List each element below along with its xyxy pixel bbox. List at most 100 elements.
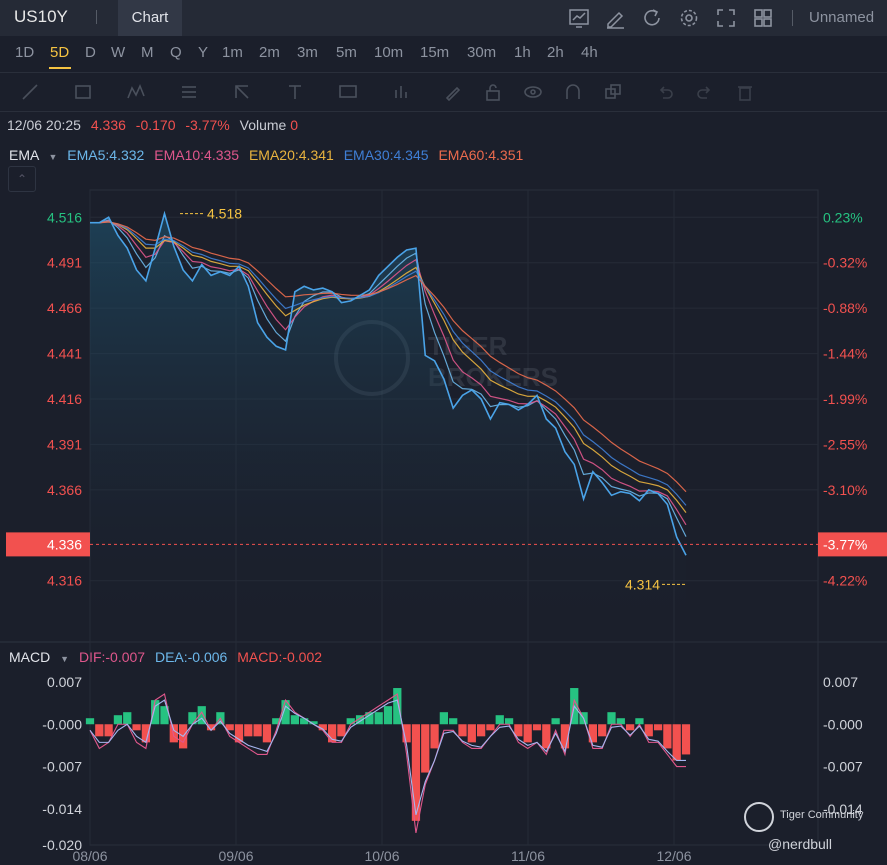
fib-tool-icon[interactable] <box>179 82 199 102</box>
divider <box>792 10 793 26</box>
top-bar: US10Y Chart Unnamed <box>0 0 887 36</box>
interval-10m[interactable]: 10m <box>374 44 404 61</box>
trash-icon[interactable] <box>735 82 755 102</box>
pct-tick-label: -4.22% <box>823 573 867 589</box>
pct-tick-label: -2.55% <box>823 436 867 452</box>
chevron-down-icon[interactable]: ▼ <box>48 152 58 162</box>
undo-icon[interactable] <box>655 82 675 102</box>
pct-tick-label: 0.23% <box>823 209 863 225</box>
macd-bar <box>234 724 244 743</box>
macd-bar <box>504 718 514 725</box>
interval-30m[interactable]: 30m <box>467 44 497 61</box>
watermark-line2: BROKERS <box>428 362 558 392</box>
tab-chart[interactable]: Chart <box>118 0 182 36</box>
macd-bar <box>439 712 449 725</box>
line-tool-icon[interactable] <box>20 82 40 102</box>
layout-name[interactable]: Unnamed <box>809 9 875 26</box>
interval-2h[interactable]: 2h <box>547 44 564 61</box>
rectangle-tool-icon[interactable] <box>73 82 93 102</box>
macd-bar <box>151 700 160 725</box>
macd-bar <box>327 724 337 743</box>
ema-label[interactable]: EMA <box>9 147 39 163</box>
macd-bar <box>290 715 300 725</box>
indicator-icon[interactable] <box>568 7 590 29</box>
eye-icon[interactable] <box>523 82 543 102</box>
interval-d[interactable]: D <box>85 44 96 61</box>
ema60-value: EMA60:4.351 <box>438 147 524 163</box>
collapse-legend-button[interactable]: ⌃ <box>8 166 36 192</box>
interval-q[interactable]: Q <box>170 44 182 61</box>
magnet-icon[interactable] <box>563 82 583 102</box>
macd-y-tick-label: -0.014 <box>42 801 82 817</box>
text-tool-icon[interactable] <box>285 82 305 102</box>
interval-m[interactable]: M <box>141 44 154 61</box>
copy-icon[interactable] <box>603 82 623 102</box>
macd-bar <box>644 724 653 737</box>
interval-1m[interactable]: 1m <box>222 44 243 61</box>
quote-change: -0.170 <box>135 117 176 133</box>
fullscreen-icon[interactable] <box>715 7 737 29</box>
community-handle: @nerdbull <box>768 836 833 852</box>
macd-bar <box>95 724 104 737</box>
price-area-fill <box>90 213 686 642</box>
pct-tick-label: -1.44% <box>823 346 867 362</box>
interval-1h[interactable]: 1h <box>514 44 531 61</box>
pencil-icon[interactable] <box>443 82 463 102</box>
macd-bar <box>253 724 262 737</box>
macd-bar <box>635 718 644 725</box>
macd-bar <box>560 724 570 749</box>
macd-bar <box>85 718 95 725</box>
refresh-icon[interactable] <box>641 7 663 29</box>
annotation-tool-icon[interactable] <box>338 82 358 102</box>
macd-line-dea <box>89 699 686 815</box>
interval-y[interactable]: Y <box>198 44 209 61</box>
macd-bar <box>374 712 383 725</box>
macd-bar <box>653 724 663 731</box>
x-tick-label: 10/06 <box>364 848 399 864</box>
macd-bar <box>113 715 123 725</box>
macd-bar <box>542 724 551 749</box>
markers: 4.518 4.314 4.336 -3.77% <box>6 206 887 592</box>
symbol-title[interactable]: US10Y <box>14 7 68 26</box>
lock-icon[interactable] <box>483 82 503 102</box>
dea-value: DEA:-0.006 <box>154 649 228 665</box>
ema-line-0 <box>90 219 687 537</box>
macd-bar <box>197 706 206 725</box>
interval-4h[interactable]: 4h <box>581 44 598 61</box>
chevron-down-icon[interactable]: ▼ <box>60 654 70 664</box>
community-brand: Tiger Community <box>780 809 864 821</box>
interval-15m[interactable]: 15m <box>420 44 450 61</box>
interval-w[interactable]: W <box>111 44 126 61</box>
x-tick-label: 12/06 <box>656 848 691 864</box>
pattern-tool-icon[interactable] <box>126 82 146 102</box>
ema-legend: EMA ▼ EMA5:4.332 EMA10:4.335 EMA20:4.341… <box>9 147 523 163</box>
cursor-tool-icon[interactable] <box>232 82 252 102</box>
macd-bar <box>206 724 216 731</box>
settings-icon[interactable] <box>678 7 700 29</box>
interval-5m[interactable]: 5m <box>336 44 357 61</box>
volume-value: 0 <box>290 117 299 133</box>
divider <box>96 10 97 24</box>
macd-right-tick-label: 0.007 <box>823 674 858 690</box>
interval-3m[interactable]: 3m <box>297 44 318 61</box>
draw-icon[interactable] <box>604 7 626 29</box>
macd-bar <box>411 724 421 821</box>
macd-y-tick-label: -0.020 <box>42 837 82 853</box>
interval-bar: 1D 5D D W M Q Y 1m 2m 3m 5m 10m 15m 30m … <box>0 36 887 70</box>
macd-right-tick-label: -0.007 <box>823 759 863 775</box>
macd-bar <box>225 724 234 731</box>
interval-1d[interactable]: 1D <box>15 44 35 61</box>
macd-label[interactable]: MACD <box>9 649 51 665</box>
layout-grid-icon[interactable] <box>752 7 774 29</box>
y-tick-label: 4.391 <box>47 436 82 452</box>
interval-2m[interactable]: 2m <box>259 44 280 61</box>
macd-bar <box>588 724 598 743</box>
macd-pane <box>85 688 691 834</box>
interval-5d[interactable]: 5D <box>50 44 70 61</box>
measure-tool-icon[interactable] <box>391 82 411 102</box>
macd-bar <box>476 724 486 737</box>
x-tick-label: 11/06 <box>511 848 545 864</box>
redo-icon[interactable] <box>695 82 715 102</box>
macd-bar <box>300 718 309 725</box>
